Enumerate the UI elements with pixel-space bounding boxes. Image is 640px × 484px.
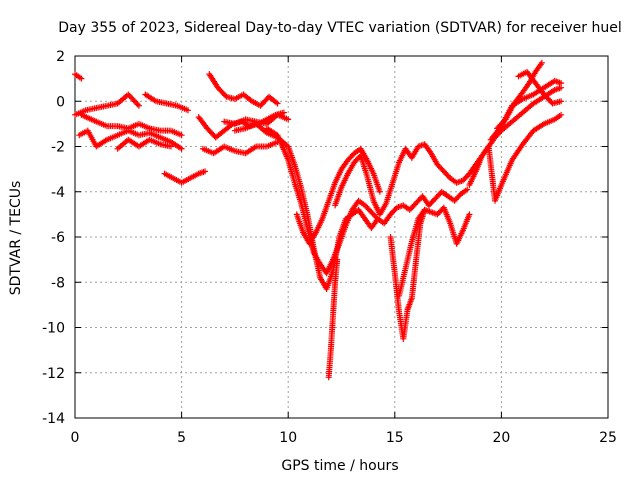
series-track-21	[494, 59, 545, 132]
y-tick-label: -6	[51, 230, 65, 246]
y-tick-label: -8	[51, 275, 65, 291]
series-track-10	[206, 71, 281, 109]
data-point	[501, 117, 508, 124]
data-point	[280, 109, 287, 116]
x-tick-label: 10	[279, 430, 297, 446]
data-point	[184, 107, 191, 114]
x-tick-label: 5	[177, 430, 186, 446]
series-track-19	[466, 111, 565, 204]
series-track-7	[161, 168, 209, 186]
data-point	[466, 211, 473, 218]
y-tick-label: -2	[51, 140, 65, 156]
y-tick-label: -12	[42, 366, 65, 382]
series-track-9	[199, 138, 281, 157]
series-track-6	[142, 91, 191, 114]
data-point	[558, 98, 565, 105]
y-axis-label: SDTVAR / TECUs	[8, 181, 24, 296]
x-tick-label: 0	[71, 430, 80, 446]
data-point	[178, 145, 185, 152]
x-tick-label: 15	[386, 430, 404, 446]
y-tick-label: 2	[56, 49, 65, 65]
data-point	[538, 59, 545, 66]
series-track-5	[114, 136, 174, 152]
data-point	[274, 100, 281, 107]
data-point	[202, 168, 209, 175]
chart-title: Day 355 of 2023, Sidereal Day-to-day VTE…	[58, 20, 621, 36]
data-point	[558, 80, 565, 87]
data-point	[464, 186, 471, 193]
x-tick-label: 20	[492, 430, 510, 446]
series-track-16	[325, 256, 341, 381]
data-point	[135, 102, 142, 109]
series-track-2	[72, 71, 85, 82]
axis-layer: 0 5 10 15 20 25 -14 -12 -10 -8 -6 -4 -2 0 2	[42, 49, 617, 446]
y-tick-label: 0	[56, 94, 65, 110]
series-track-1	[72, 91, 142, 118]
y-tick-label: -10	[42, 321, 65, 337]
data-point	[285, 116, 292, 123]
data-point	[178, 132, 185, 139]
series-track-4	[78, 111, 185, 139]
series-track-17	[387, 206, 428, 342]
data-layer	[72, 59, 565, 381]
series-track-15	[332, 84, 565, 218]
x-tick-label: 25	[599, 430, 617, 446]
series-track-3	[76, 127, 185, 152]
y-tick-label: -4	[51, 185, 65, 201]
series-track-14	[293, 145, 383, 247]
y-tick-label: -14	[42, 411, 65, 427]
series-track-22	[515, 68, 565, 107]
x-axis-label: GPS time / hours	[281, 458, 398, 474]
data-point	[334, 256, 341, 263]
series-track-18	[396, 204, 473, 299]
data-point	[78, 75, 85, 82]
data-point	[167, 143, 174, 150]
data-point	[558, 111, 565, 118]
data-point	[376, 188, 383, 195]
series-track-13	[263, 125, 471, 277]
